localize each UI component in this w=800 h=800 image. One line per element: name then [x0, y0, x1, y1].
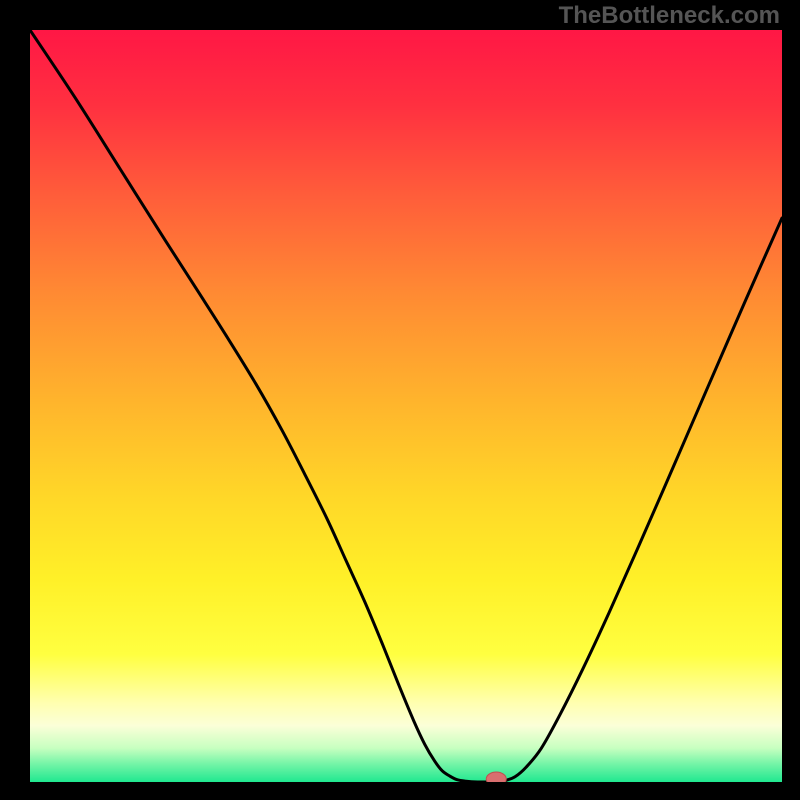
gradient-background: [30, 30, 782, 782]
plot-area: [30, 30, 782, 782]
border-left: [0, 0, 30, 800]
border-right: [782, 0, 800, 800]
border-bottom: [0, 782, 800, 800]
watermark-text: TheBottleneck.com: [559, 2, 780, 30]
chart-container: { "chart": { "type": "line", "width_px":…: [0, 0, 800, 800]
